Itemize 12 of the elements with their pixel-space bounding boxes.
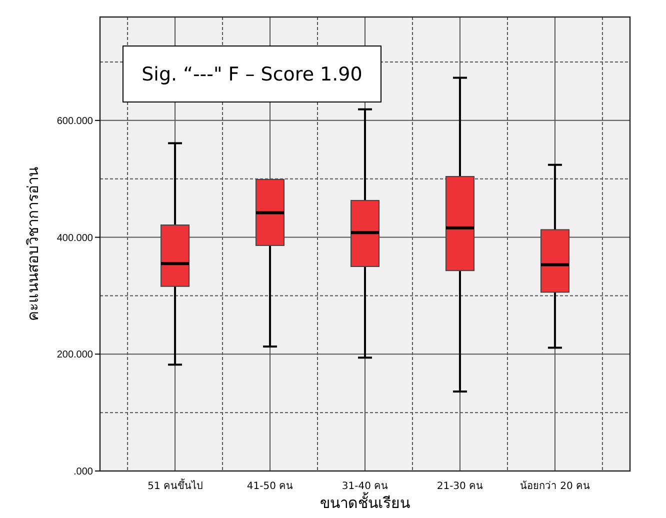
x-tick-label: น้อยกว่า 20 คน [520,480,590,492]
y-tick-label: 200.000 [56,350,94,361]
x-tick-label: 41-50 คน [246,481,294,492]
y-tick-label: .000 [74,466,94,478]
annotation: Sig. “---" F – Score 1.90 [142,64,362,86]
y-tick-label: 600.000 [56,116,94,127]
y-axis-title: คะแนนสอบวิชาการอ่าน [24,167,42,321]
y-tick-label: 400.000 [56,232,94,244]
x-tick-label: 31-40 คน [342,481,388,492]
x-axis-title: ขนาดชั้นเรียน [320,492,410,512]
x-tick-label: 21-30 คน [436,481,484,492]
x-tick-label: 51 คนขึ้นไป [148,478,202,492]
